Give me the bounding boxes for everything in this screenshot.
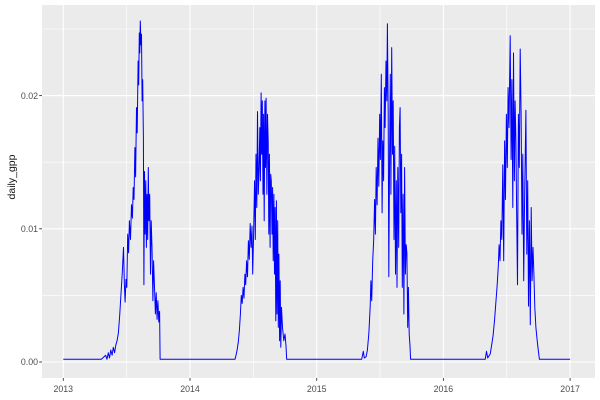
x-tick-label: 2013 <box>54 384 74 394</box>
plot-panel <box>42 5 595 378</box>
x-tick-label: 2017 <box>560 384 580 394</box>
y-tick-label: 0.02 <box>21 91 38 101</box>
y-axis-title: daily_gpp <box>6 154 18 199</box>
x-tick-label: 2015 <box>307 384 327 394</box>
x-tick-label: 2016 <box>434 384 454 394</box>
y-tick-label: 0.01 <box>21 224 38 234</box>
daily-gpp-line <box>63 20 571 360</box>
y-tick-label: 0.00 <box>21 357 38 367</box>
x-tick-label: 2014 <box>180 384 200 394</box>
